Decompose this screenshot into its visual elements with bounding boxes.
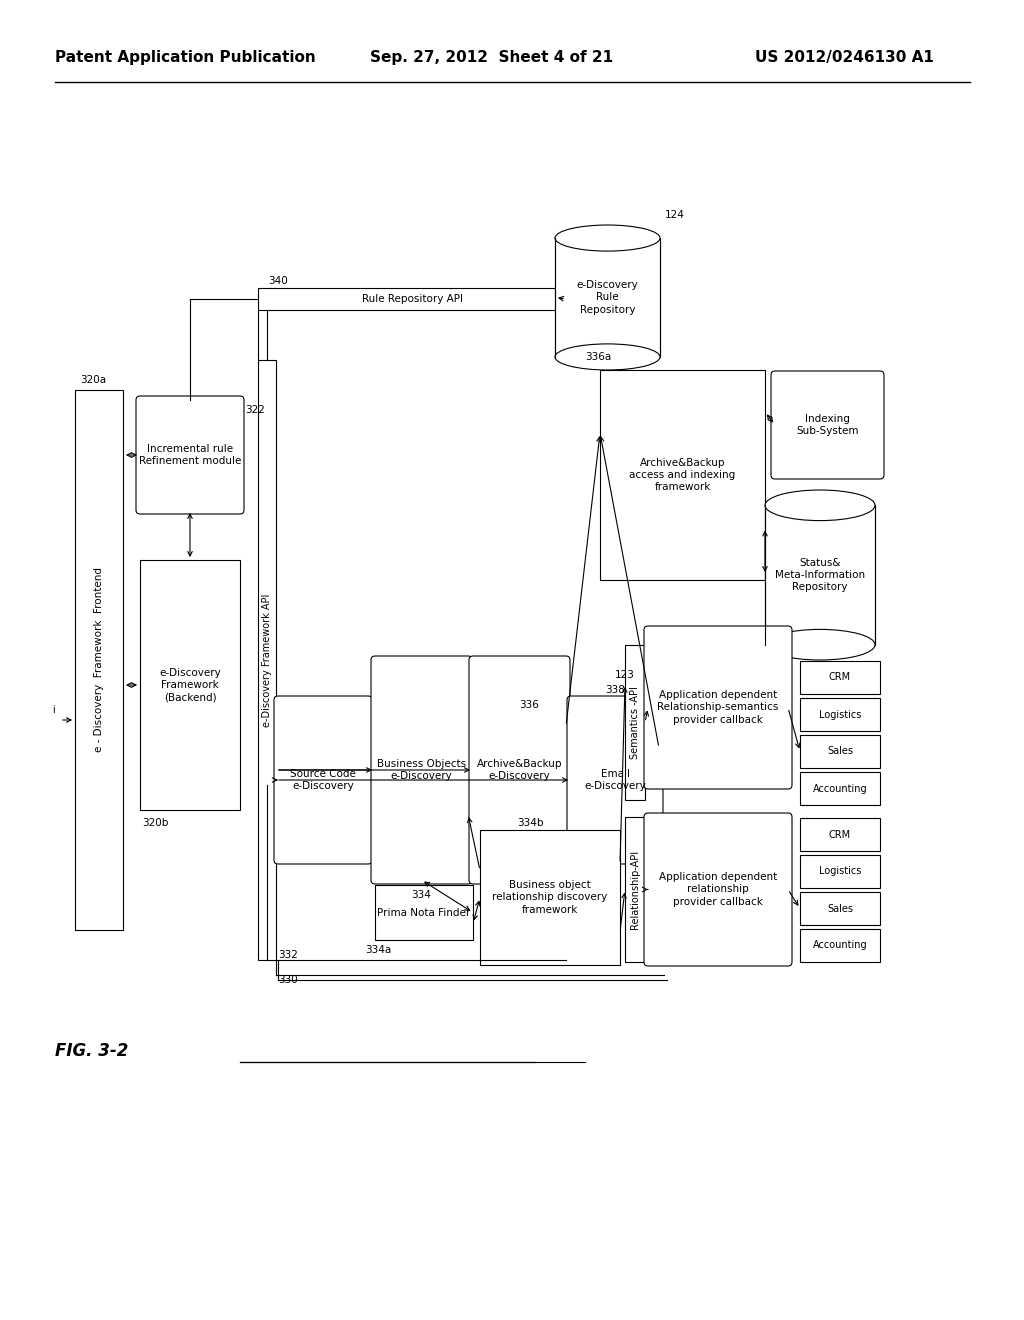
- Text: Logistics: Logistics: [819, 866, 861, 876]
- Text: Application dependent
relationship
provider callback: Application dependent relationship provi…: [658, 873, 777, 907]
- FancyBboxPatch shape: [136, 396, 244, 513]
- Text: e - Discovery  Framework  Frontend: e - Discovery Framework Frontend: [94, 568, 104, 752]
- Text: Business Objects
e-Discovery: Business Objects e-Discovery: [377, 759, 466, 781]
- FancyBboxPatch shape: [771, 371, 884, 479]
- Text: 338: 338: [605, 685, 625, 696]
- Bar: [765, 506, 874, 644]
- Text: 334: 334: [412, 890, 431, 900]
- Bar: [258, 288, 566, 310]
- Bar: [600, 370, 765, 579]
- Ellipse shape: [555, 345, 660, 370]
- Text: 320b: 320b: [142, 818, 168, 828]
- Bar: [625, 645, 645, 800]
- Text: 334b: 334b: [517, 818, 544, 828]
- Text: Semantics -API: Semantics -API: [630, 686, 640, 759]
- Text: 334a: 334a: [365, 945, 391, 954]
- Text: e-Discovery
Framework
(Backend): e-Discovery Framework (Backend): [159, 668, 221, 702]
- Bar: [258, 360, 276, 960]
- Text: FIG. 3-2: FIG. 3-2: [55, 1041, 128, 1060]
- FancyBboxPatch shape: [567, 696, 663, 865]
- Text: Archive&Backup
e-Discovery: Archive&Backup e-Discovery: [477, 759, 562, 781]
- Ellipse shape: [765, 630, 874, 660]
- FancyBboxPatch shape: [274, 696, 372, 865]
- Text: Source Code
e-Discovery: Source Code e-Discovery: [290, 768, 356, 791]
- Bar: [800, 855, 880, 888]
- Text: Patent Application Publication: Patent Application Publication: [55, 50, 315, 65]
- Text: 123: 123: [615, 671, 635, 680]
- Bar: [625, 817, 645, 962]
- Text: Prima Nota Finder: Prima Nota Finder: [378, 908, 471, 917]
- Text: 332: 332: [278, 950, 298, 960]
- Text: Archive&Backup
access and indexing
framework: Archive&Backup access and indexing frame…: [630, 458, 735, 492]
- FancyBboxPatch shape: [469, 656, 570, 884]
- FancyBboxPatch shape: [644, 626, 792, 789]
- Text: 336: 336: [519, 700, 540, 710]
- Text: Incremental rule
Refinement module: Incremental rule Refinement module: [139, 444, 242, 466]
- Text: US 2012/0246130 A1: US 2012/0246130 A1: [755, 50, 934, 65]
- Text: i: i: [52, 705, 55, 715]
- Bar: [800, 818, 880, 851]
- Text: Sales: Sales: [827, 903, 853, 913]
- Text: 340: 340: [268, 276, 288, 286]
- FancyBboxPatch shape: [371, 656, 472, 884]
- Bar: [800, 735, 880, 768]
- Bar: [800, 661, 880, 694]
- Text: Rule Repository API: Rule Repository API: [361, 294, 463, 304]
- Text: Email
e-Discovery: Email e-Discovery: [584, 768, 646, 791]
- Text: Accounting: Accounting: [813, 940, 867, 950]
- Text: e-Discovery
Rule
Repository: e-Discovery Rule Repository: [577, 280, 638, 315]
- Bar: [800, 892, 880, 925]
- Ellipse shape: [765, 490, 874, 520]
- Text: 330: 330: [278, 975, 298, 985]
- Bar: [140, 560, 240, 810]
- Text: 124: 124: [665, 210, 685, 220]
- Text: Indexing
Sub-System: Indexing Sub-System: [797, 413, 859, 436]
- Text: Status&
Meta-Information
Repository: Status& Meta-Information Repository: [775, 557, 865, 593]
- Bar: [800, 772, 880, 805]
- FancyBboxPatch shape: [644, 813, 792, 966]
- Bar: [480, 830, 620, 965]
- Text: Sep. 27, 2012  Sheet 4 of 21: Sep. 27, 2012 Sheet 4 of 21: [370, 50, 613, 65]
- Bar: [800, 929, 880, 962]
- Bar: [800, 698, 880, 731]
- Text: 322: 322: [245, 405, 265, 414]
- Text: 320a: 320a: [80, 375, 106, 385]
- Text: Application dependent
Relationship-semantics
provider callback: Application dependent Relationship-seman…: [657, 690, 778, 725]
- Bar: [375, 884, 473, 940]
- Text: Relationship-API: Relationship-API: [630, 850, 640, 929]
- Ellipse shape: [555, 224, 660, 251]
- Bar: [555, 238, 660, 356]
- Text: CRM: CRM: [829, 829, 851, 840]
- Text: e-Discovery Framework API: e-Discovery Framework API: [262, 593, 272, 727]
- Text: CRM: CRM: [829, 672, 851, 682]
- Text: Business object
relationship discovery
framework: Business object relationship discovery f…: [493, 880, 607, 915]
- Text: 336a: 336a: [585, 352, 611, 362]
- Text: Accounting: Accounting: [813, 784, 867, 793]
- Text: Logistics: Logistics: [819, 710, 861, 719]
- Text: Sales: Sales: [827, 747, 853, 756]
- Bar: [75, 389, 123, 931]
